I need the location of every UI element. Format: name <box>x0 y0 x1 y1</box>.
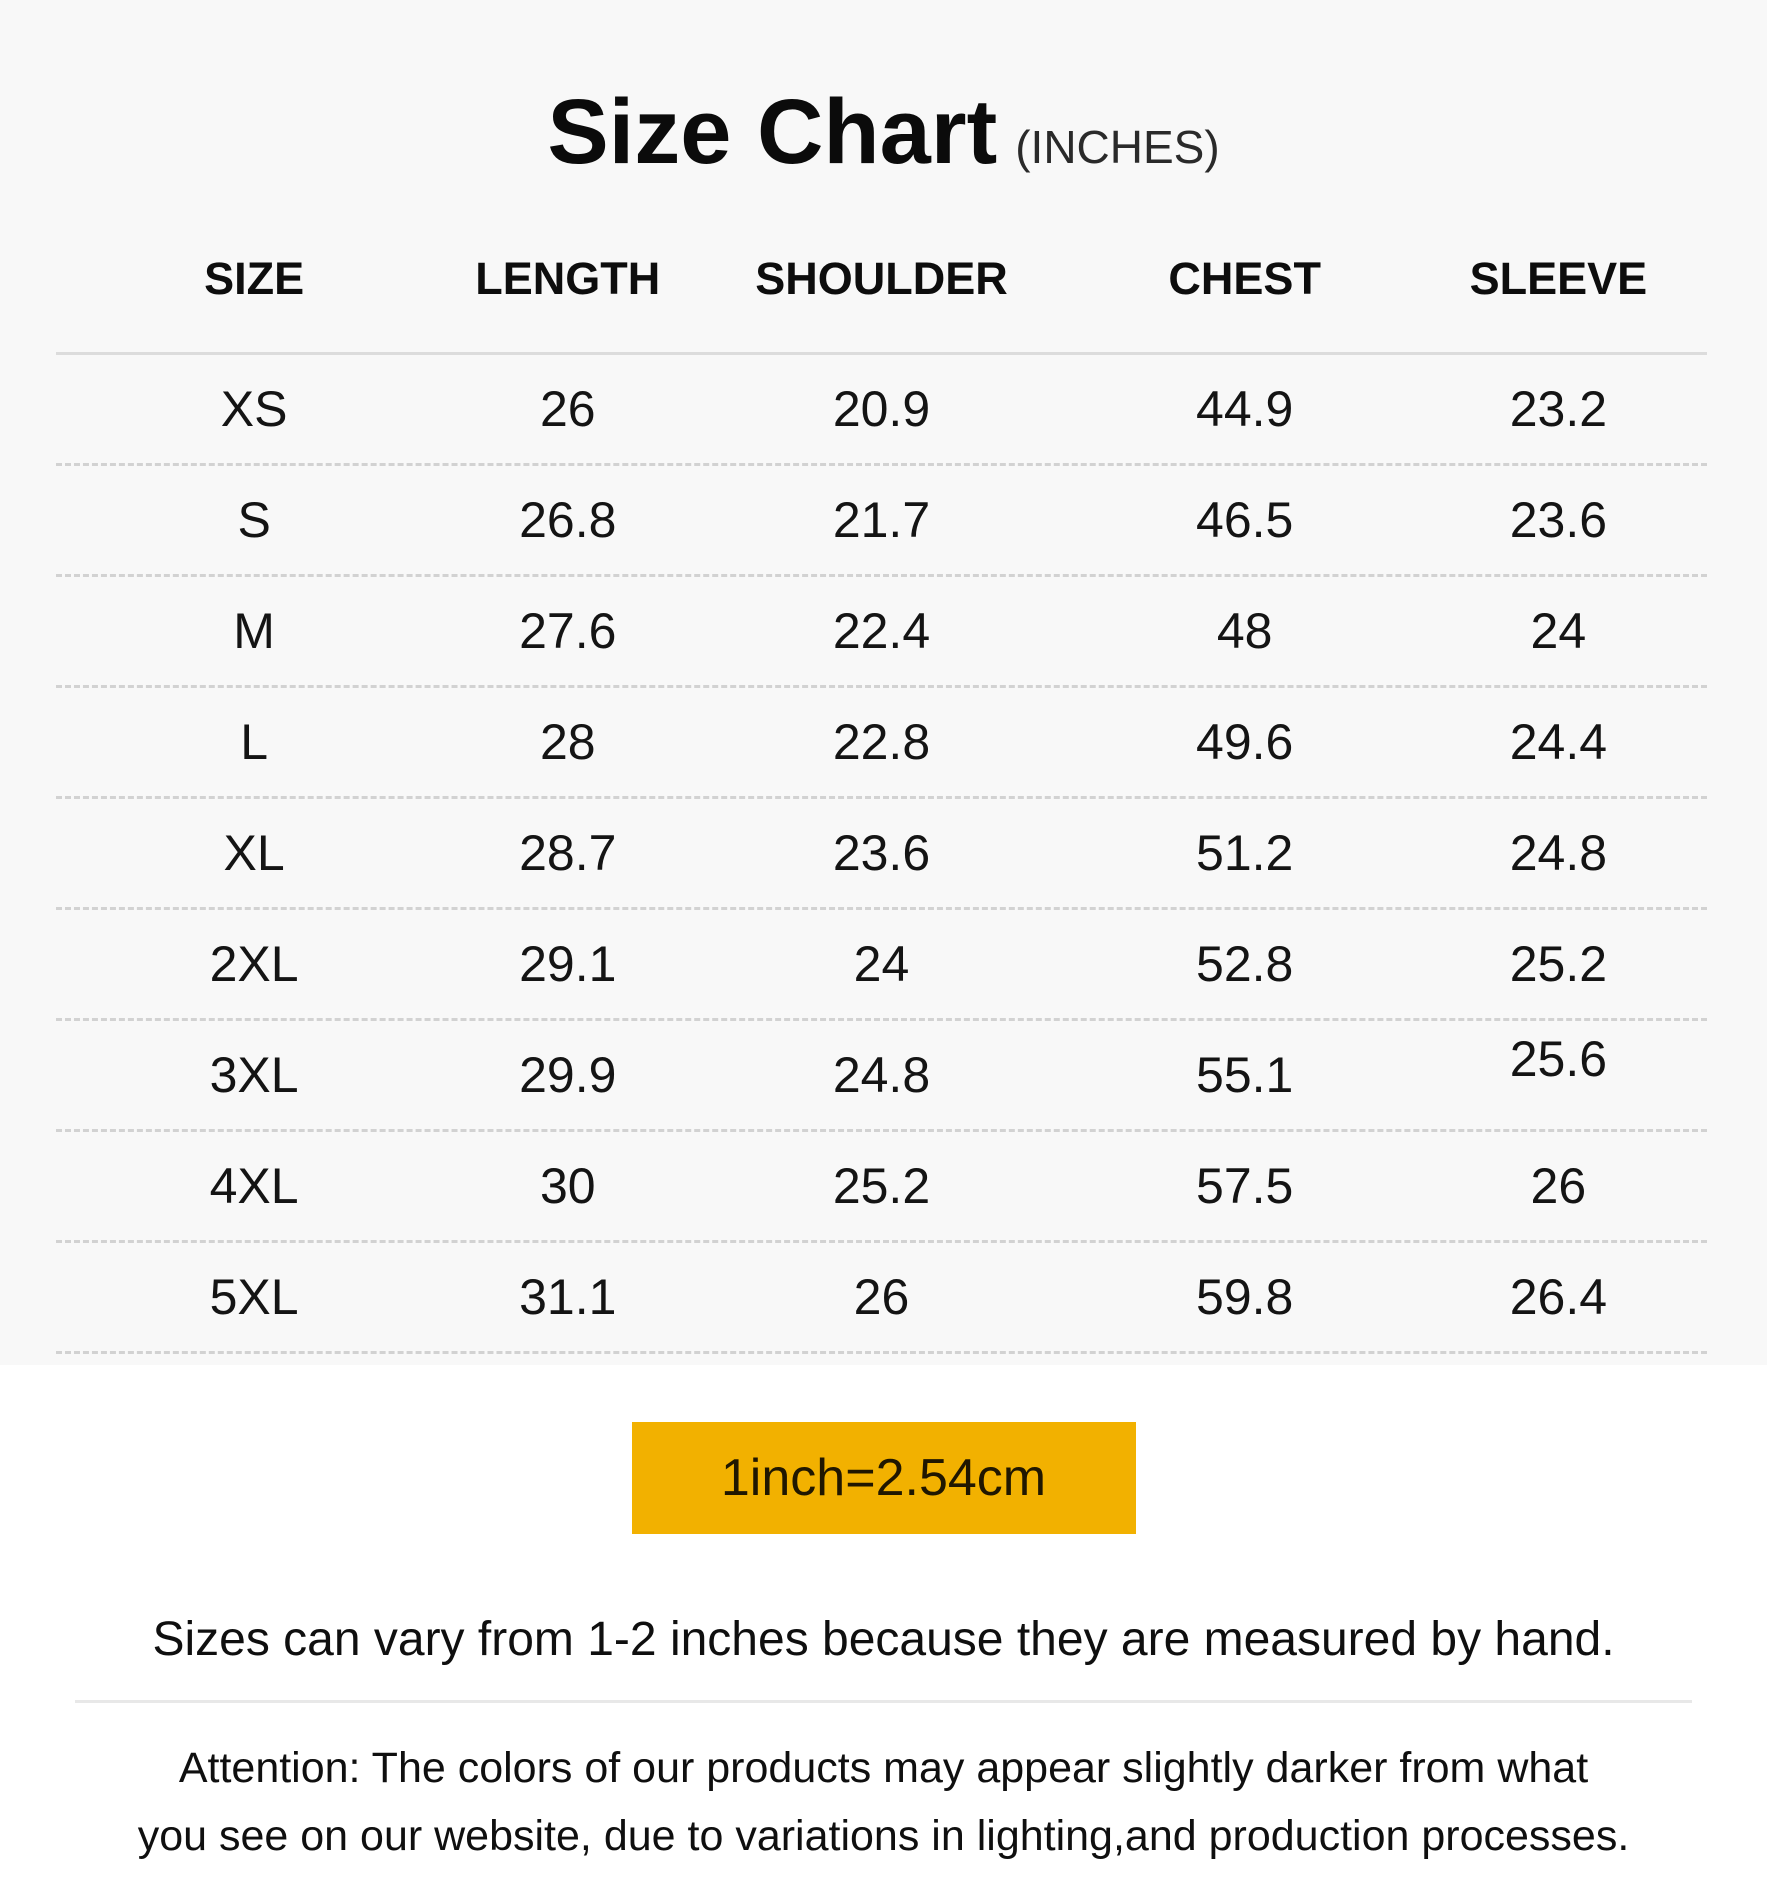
measurement-value: 22.8 <box>832 714 931 770</box>
measurement-value: 46.5 <box>1196 492 1294 548</box>
table-row-3xl: 3XL 29.9 24.8 55.1 25.6 <box>56 1021 1707 1132</box>
size-table-body: XS 26 20.9 44.9 23.2 S 26.8 21.7 46.5 23.6 M 27.6 22… <box>56 355 1707 1354</box>
title-text: Size Chart <box>547 81 998 183</box>
measurement-value: 26.8 <box>519 492 617 548</box>
column-header-shoulder: SHOULDER <box>755 252 1008 304</box>
measurement-value: 29.9 <box>519 1047 617 1103</box>
table-row-s: S 26.8 21.7 46.5 23.6 <box>56 466 1707 577</box>
size-label: 5XL <box>209 1269 299 1325</box>
table-row-m: M 27.6 22.4 48 24 <box>56 577 1707 688</box>
measurement-value: 48 <box>1216 603 1273 659</box>
measurement-value: 28 <box>539 714 596 770</box>
table-row-2xl: 2XL 29.1 24 52.8 25.2 <box>56 910 1707 1021</box>
column-header-sleeve: SLEEVE <box>1469 252 1648 304</box>
measurement-value: 26.4 <box>1509 1269 1608 1325</box>
size-label: M <box>233 603 275 659</box>
measurement-value: 25.2 <box>832 1158 931 1214</box>
unit-conversion-badge: 1inch=2.54cm <box>631 1422 1136 1534</box>
measurement-value: 31.1 <box>519 1269 617 1325</box>
measurement-value: 26 <box>1530 1158 1587 1214</box>
measurement-value: 24.8 <box>1509 825 1608 881</box>
table-row-l: L 28 22.8 49.6 24.4 <box>56 688 1707 799</box>
hand-measure-note: Sizes can vary from 1-2 inches because t… <box>152 1613 1615 1666</box>
column-header-chest: CHEST <box>1168 252 1321 304</box>
measurement-value: 23.6 <box>1509 492 1608 548</box>
size-table: SIZE LENGTH SHOULDER CHEST SLEEVE XS 26 20.9 44… <box>56 205 1707 1354</box>
measurement-value: 25.6 <box>1509 1031 1608 1087</box>
size-label: XS <box>220 381 288 437</box>
table-row-xs: XS 26 20.9 44.9 23.2 <box>56 355 1707 466</box>
size-label: XL <box>223 825 285 881</box>
measurement-value: 24.8 <box>832 1047 931 1103</box>
measurement-value: 24.4 <box>1509 714 1608 770</box>
size-label: 2XL <box>209 936 299 992</box>
measurement-value: 21.7 <box>832 492 931 548</box>
measurement-value: 26 <box>853 1269 910 1325</box>
measurement-value: 23.2 <box>1509 381 1608 437</box>
measurement-value: 25.2 <box>1509 936 1608 992</box>
measurement-value: 26 <box>539 381 596 437</box>
size-label: 4XL <box>209 1158 299 1214</box>
table-row-5xl: 5XL 31.1 26 59.8 26.4 <box>56 1243 1707 1354</box>
size-table-header-row: SIZE LENGTH SHOULDER CHEST SLEEVE <box>56 205 1707 355</box>
attention-line-1: Attention: The colors of our products ma… <box>178 1744 1589 1792</box>
measurement-value: 27.6 <box>519 603 617 659</box>
attention-note: Attention: The colors of our products ma… <box>0 1734 1767 1870</box>
size-label: 3XL <box>209 1047 299 1103</box>
attention-line-2: you see on our website, due to variation… <box>137 1812 1630 1860</box>
measurement-value: 44.9 <box>1196 381 1294 437</box>
measurement-value: 20.9 <box>832 381 931 437</box>
measurement-value: 49.6 <box>1196 714 1294 770</box>
column-header-size: SIZE <box>204 252 305 304</box>
measurement-value: 52.8 <box>1196 936 1294 992</box>
measurement-value: 57.5 <box>1196 1158 1294 1214</box>
measurement-value: 51.2 <box>1196 825 1294 881</box>
measurement-value: 24 <box>1530 603 1587 659</box>
table-row-xl: XL 28.7 23.6 51.2 24.8 <box>56 799 1707 910</box>
measurement-value: 22.4 <box>832 603 931 659</box>
measurement-value: 30 <box>539 1158 596 1214</box>
title-unit-label: (INCHES) <box>1015 121 1220 173</box>
size-label: L <box>240 714 269 770</box>
page-title: Size Chart (INCHES) <box>0 80 1767 185</box>
measurement-value: 24 <box>853 936 910 992</box>
divider-line <box>75 1700 1692 1703</box>
size-label: S <box>237 492 271 548</box>
table-row-4xl: 4XL 30 25.2 57.5 26 <box>56 1132 1707 1243</box>
measurement-value: 59.8 <box>1196 1269 1294 1325</box>
measurement-value: 55.1 <box>1196 1047 1294 1103</box>
column-header-length: LENGTH <box>475 252 661 304</box>
measurement-value: 29.1 <box>519 936 617 992</box>
chart-panel: Size Chart (INCHES) SIZE LENGTH SHOULDER CHE… <box>0 80 1767 1354</box>
measurement-value: 23.6 <box>832 825 931 881</box>
measurement-value: 28.7 <box>519 825 617 881</box>
